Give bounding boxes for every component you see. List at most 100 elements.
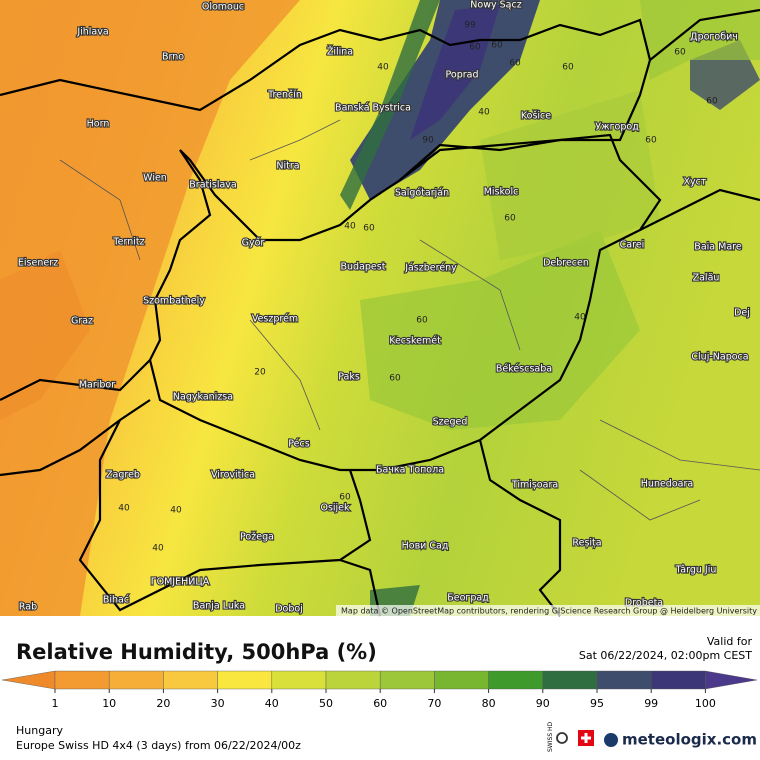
city-label: Nitra <box>276 161 299 172</box>
city-label: Jihlava <box>76 27 108 38</box>
city-label: Győr <box>242 238 265 249</box>
search-icon <box>556 732 568 744</box>
city-label: Jászberény <box>404 263 457 274</box>
contour-label: 40 <box>574 313 586 323</box>
colorbar-label: 10 <box>102 697 116 710</box>
colorbar-segment <box>1 670 56 690</box>
contour-label: 60 <box>674 48 686 58</box>
map: Olomouc Jihlava Brno Žilina Nowy Sącz Poprad Д… <box>0 0 760 617</box>
city-label: Eisenerz <box>18 258 58 269</box>
city-label: Бачка Топола <box>376 465 444 476</box>
city-label: Timișoara <box>511 480 558 491</box>
title: Relative Humidity, 500hPa (%) <box>16 640 377 664</box>
city-label: Ternitz <box>112 237 144 248</box>
city-label: Salgótarján <box>395 188 449 199</box>
city-label: ГОМЈЕНИЦА <box>151 577 210 588</box>
colorbar-label: 60 <box>373 697 387 710</box>
contour-label: 40 <box>344 222 356 232</box>
city-label: Kecskemét <box>389 336 441 347</box>
colorbar-segment <box>217 670 272 690</box>
colorbar-segment <box>542 670 598 690</box>
colorbar-label: 50 <box>319 697 333 710</box>
city-label: Békéscsaba <box>496 364 552 375</box>
colorbar-segment <box>54 670 110 690</box>
city-label: Хуст <box>684 177 707 188</box>
colorbar-label: 90 <box>536 697 550 710</box>
city-label: Paks <box>338 372 360 383</box>
city-label: Olomouc <box>202 2 244 13</box>
city-label: Zalău <box>693 273 720 284</box>
attribution-bg <box>336 605 760 616</box>
colorbar-segment <box>109 670 164 690</box>
city-label: Poprad <box>446 70 479 81</box>
contour-label: 40 <box>478 108 490 118</box>
colorbar-label: 99 <box>644 697 658 710</box>
city-label: Szeged <box>433 417 468 428</box>
city-label: Dej <box>734 308 750 319</box>
contour-label: 40 <box>377 63 389 73</box>
city-label: Reșița <box>572 538 601 549</box>
city-label: Carei <box>620 240 645 251</box>
colorbar-segment <box>163 670 218 690</box>
city-label: Београд <box>447 593 489 604</box>
city-label: Košice <box>521 111 551 122</box>
city-label: Maribor <box>79 380 115 391</box>
city-label: Horn <box>87 119 110 130</box>
city-label: Banská Bystrica <box>335 103 411 114</box>
colorbar-label: 70 <box>427 697 441 710</box>
contour-label: 60 <box>504 214 516 224</box>
city-label: Miskolc <box>484 187 519 198</box>
city-label: Nagykanizsa <box>173 392 233 403</box>
badge: SWISS HD <box>547 721 554 752</box>
contour-label: 60 <box>562 63 574 73</box>
contour-label: 60 <box>363 224 375 234</box>
colorbar-label: 95 <box>590 697 604 710</box>
brand: meteologix.com <box>622 731 757 749</box>
city-label: Trenčín <box>267 90 302 101</box>
city-label: Zagreb <box>106 470 140 481</box>
city-label: Rab <box>19 602 37 613</box>
colorbar-label: 40 <box>265 697 279 710</box>
colorbar-segment <box>651 670 706 690</box>
city-label: Baia Mare <box>694 242 742 253</box>
attribution: Map data © OpenStreetMap contributors, r… <box>341 607 757 616</box>
city-label: Doboj <box>275 604 303 615</box>
colorbar-segment <box>325 670 381 690</box>
city-label: Pécs <box>288 439 309 450</box>
colorbar-segment <box>380 670 435 690</box>
colorbar-label: 20 <box>156 697 170 710</box>
city-label: Veszprém <box>252 314 298 325</box>
city-label: Дрогобич <box>690 32 738 43</box>
colorbar-segment <box>488 670 543 690</box>
city-label: Debrecen <box>543 258 589 269</box>
city-label: Cluj-Napoca <box>691 352 748 363</box>
contour-label: 90 <box>422 136 434 146</box>
colorbar-label: 80 <box>482 697 496 710</box>
city-label: Hunedoara <box>641 479 693 490</box>
contour-label: 60 <box>416 316 428 326</box>
contour-label: 40 <box>170 506 182 516</box>
contour-label: 60 <box>645 136 657 146</box>
model: Europe Swiss HD 4x4 (3 days) from 06/22/… <box>16 739 301 752</box>
city-label: Nowy Sącz <box>470 0 521 11</box>
colorbar-segment <box>596 670 652 690</box>
colorbar-label: 100 <box>695 697 716 710</box>
contour-label: 60 <box>509 59 521 69</box>
city-label: Bratislava <box>189 180 236 191</box>
valid-time: Sat 06/22/2024, 02:00pm CEST <box>579 649 752 662</box>
valid-label: Valid for <box>707 635 753 648</box>
contour-label: 60 <box>389 374 401 384</box>
colorbar-segment <box>705 670 758 690</box>
contour-label: 60 <box>491 41 503 51</box>
swiss-cross <box>581 733 591 743</box>
city-label: Târgu Jiu <box>675 565 717 576</box>
colorbar-label: 1 <box>52 697 59 710</box>
city-label: Budapest <box>341 262 386 273</box>
colorbar: 1 10 20 30 40 50 60 70 80 90 95 99 100 <box>1 670 758 710</box>
brand-logo <box>604 733 618 747</box>
colorbar-label: 30 <box>211 697 225 710</box>
city-label: Нови Сад <box>402 541 449 552</box>
region: Hungary <box>16 724 63 737</box>
contour-label: 40 <box>152 544 164 554</box>
contour-label: 40 <box>118 504 130 514</box>
